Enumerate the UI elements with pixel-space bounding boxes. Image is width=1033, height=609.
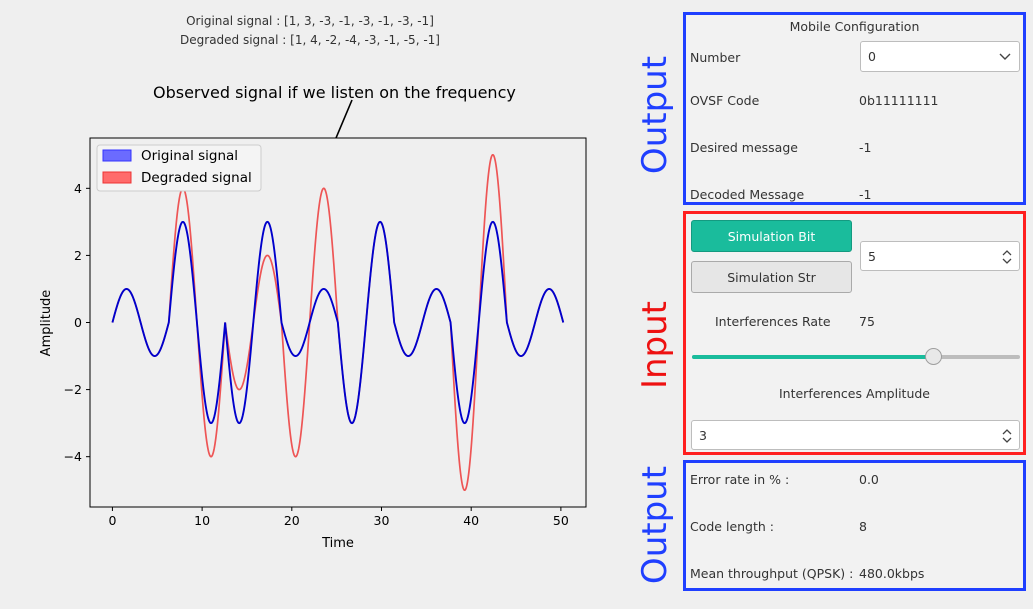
legend-label-degraded: Degraded signal [141,170,252,186]
mobile-config-panel: Mobile Configuration Number 0 OVSF Code … [683,12,1026,205]
ovsf-code-value: 0b11111111 [859,93,939,108]
simulation-bit-button[interactable]: Simulation Bit [691,220,852,252]
slider-handle[interactable] [925,348,943,365]
number-select-value: 0 [868,49,876,64]
number-label: Number [690,50,741,65]
original-signal-line [111,220,565,425]
input-panel: Simulation Bit Simulation Str 5 Interfer… [683,211,1026,455]
y-tick-label: 2 [74,248,82,263]
spin-arrows-icon[interactable] [1001,427,1013,445]
x-tick-label: 0 [108,513,116,528]
simulation-str-button[interactable]: Simulation Str [691,261,852,293]
interferences-rate-label: Interferences Rate [715,314,831,329]
interferences-rate-slider[interactable] [692,347,1020,367]
code-length-value: 8 [859,519,867,534]
y-tick-label: −2 [64,382,82,397]
x-tick-label: 40 [463,513,479,528]
interferences-rate-value: 75 [859,314,875,329]
x-tick-label: 20 [284,513,300,528]
original-signal-text: Original signal : [1, 3, -3, -1, -3, -1,… [186,14,434,28]
series-layer [111,153,565,492]
degraded-signal-text: Degraded signal : [1, 4, -2, -4, -3, -1,… [180,33,440,47]
error-rate-label: Error rate in % : [690,472,790,487]
axis-ticks: 0 10 20 30 40 50 −4 −2 0 2 4 [64,181,569,528]
code-length-label: Code length : [690,519,775,534]
mobile-config-title: Mobile Configuration [789,19,920,34]
mean-throughput-value: 480.0kbps [859,566,925,581]
number-select[interactable]: 0 [860,41,1020,72]
legend-label-original: Original signal [141,148,238,164]
mean-throughput-label: Mean throughput (QPSK) : [690,566,854,581]
interferences-amplitude-spinbox[interactable]: 3 [691,420,1020,450]
bit-count-value: 5 [868,248,876,264]
output-side-label-top: Output [635,55,675,175]
y-axis-label: Amplitude [39,290,54,357]
x-axis-label: Time [321,536,354,551]
chevron-down-icon [999,53,1011,60]
signal-chart: Observed signal if we listen on the freq… [39,83,587,551]
slider-fill [692,355,934,359]
desired-message-label: Desired message [690,140,798,155]
annotation-text: Observed signal if we listen on the freq… [153,83,516,102]
y-tick-label: 4 [74,181,82,196]
decoded-message-label: Decoded Message [690,187,805,202]
legend-swatch-degraded [102,171,132,184]
interferences-amplitude-label: Interferences Amplitude [778,386,930,401]
legend-swatch-original [102,149,132,162]
y-tick-label: −4 [64,449,82,464]
ovsf-code-label: OVSF Code [690,93,760,108]
error-rate-value: 0.0 [859,472,879,487]
legend: Original signal Degraded signal [96,144,262,192]
x-tick-label: 30 [374,513,390,528]
input-side-label: Input [635,300,675,390]
x-tick-label: 10 [194,513,210,528]
bit-count-spinbox[interactable]: 5 [860,241,1020,271]
output-side-label-bottom: Output [635,465,675,585]
spin-arrows-icon[interactable] [1001,248,1013,266]
x-tick-label: 50 [553,513,569,528]
interferences-amplitude-value: 3 [699,427,707,443]
desired-message-value: -1 [859,140,872,155]
decoded-message-value: -1 [859,187,872,202]
results-panel: Error rate in % : 0.0 Code length : 8 Me… [683,460,1026,591]
plot-area: Original signal : [1, 3, -3, -1, -3, -1,… [39,14,587,551]
y-tick-label: 0 [74,315,82,330]
